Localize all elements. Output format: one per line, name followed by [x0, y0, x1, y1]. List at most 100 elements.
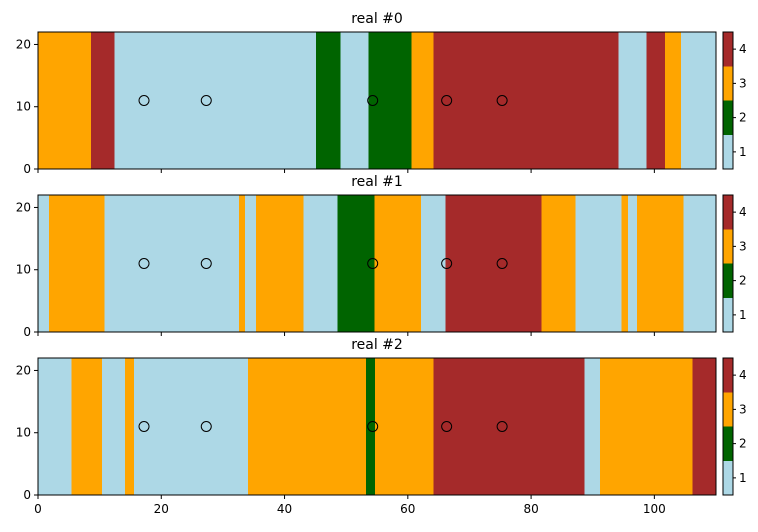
y-tick-label: 0 — [23, 488, 31, 502]
facies-segment — [637, 195, 684, 332]
colorbar-tick-label: 2 — [739, 111, 747, 125]
panel-0: real #0 0 10 20 1 2 3 4 — [16, 11, 747, 176]
x-tick-label: 20 — [154, 502, 169, 516]
colorbar-segment — [723, 32, 733, 67]
colorbar-segment — [723, 229, 733, 264]
colorbar-segment — [723, 358, 733, 393]
facies-segment — [238, 195, 246, 332]
facies-segment — [618, 32, 647, 169]
colorbar-tick-label: 3 — [739, 239, 747, 253]
colorbar-tick-label: 4 — [739, 205, 747, 219]
colorbar-segment — [723, 100, 733, 135]
axes-frame — [37, 194, 717, 333]
facies-segment — [368, 32, 412, 169]
data-point — [200, 258, 212, 269]
colorbar-frame — [722, 357, 734, 496]
facies-segment — [600, 358, 693, 495]
facies-segment — [575, 195, 622, 332]
colorbar-tick-label: 1 — [739, 308, 747, 322]
y-tick-label: 20 — [16, 37, 31, 51]
data-point — [441, 421, 453, 432]
facies-segment — [38, 358, 72, 495]
data-point — [367, 421, 379, 432]
data-point — [441, 258, 453, 269]
facies-segment — [256, 195, 304, 332]
y-tick-label: 10 — [16, 100, 31, 114]
facies-segment — [627, 195, 638, 332]
colorbar-segment — [723, 297, 733, 332]
colorbar-frame — [722, 194, 734, 333]
data-point — [138, 95, 150, 106]
facies-segment — [411, 32, 434, 169]
colorbar-tick-label: 4 — [739, 368, 747, 382]
data-point — [200, 95, 212, 106]
x-tick-label: 0 — [34, 502, 42, 516]
colorbar: 1 2 3 4 — [722, 31, 747, 170]
panel-title: real #1 — [351, 174, 403, 190]
facies-segment — [374, 195, 421, 332]
facies-segment — [49, 195, 105, 332]
colorbar-segment — [723, 134, 733, 169]
y-tick-label: 20 — [16, 363, 31, 377]
colorbar-frame — [722, 31, 734, 170]
data-point — [496, 258, 508, 269]
facies-segment — [104, 195, 239, 332]
colorbar: 1 2 3 4 — [722, 194, 747, 333]
facies-segment — [365, 358, 376, 495]
data-point — [200, 421, 212, 432]
y-tick-label: 0 — [23, 325, 31, 339]
colorbar-segment — [723, 426, 733, 461]
colorbar-tick-label: 2 — [739, 437, 747, 451]
facies-segment — [664, 32, 681, 169]
panel-2: real #2 0 10 20 0 20 40 60 80 100 1 2 3 4 — [16, 337, 747, 516]
data-point — [441, 95, 453, 106]
data-point — [138, 258, 150, 269]
data-point — [367, 95, 379, 106]
colorbar-segment — [723, 195, 733, 230]
y-tick-label: 20 — [16, 200, 31, 214]
facies-segment — [445, 195, 542, 332]
facies-segment — [337, 195, 375, 332]
colorbar-segment — [723, 263, 733, 298]
facies-segment — [38, 32, 92, 169]
panel-1: real #1 0 10 20 1 2 3 4 — [16, 174, 747, 339]
colorbar-segment — [723, 460, 733, 495]
data-point — [367, 258, 379, 269]
facies-segment — [91, 32, 115, 169]
facies-segment — [433, 358, 585, 495]
facies-segment — [541, 195, 576, 332]
y-tick-label: 10 — [16, 263, 31, 277]
colorbar: 1 2 3 4 — [722, 357, 747, 496]
facies-segment — [248, 358, 366, 495]
facies-segment — [340, 32, 369, 169]
x-tick-label: 60 — [400, 502, 415, 516]
axes-frame — [37, 31, 717, 170]
facies-segment — [102, 358, 125, 495]
facies-segment — [134, 358, 249, 495]
facies-segment — [315, 32, 341, 169]
facies-segment — [646, 32, 665, 169]
axes-frame — [37, 357, 717, 496]
panel-title: real #0 — [351, 11, 403, 27]
colorbar-tick-label: 2 — [739, 274, 747, 288]
facies-segment — [584, 358, 601, 495]
facies-segment — [692, 358, 716, 495]
colorbar-tick-label: 4 — [739, 42, 747, 56]
facies-segment — [38, 195, 50, 332]
x-tick-label: 100 — [643, 502, 666, 516]
x-tick-label: 40 — [277, 502, 292, 516]
data-point — [138, 421, 150, 432]
colorbar-tick-label: 3 — [739, 402, 747, 416]
facies-segment — [124, 358, 135, 495]
colorbar-tick-label: 1 — [739, 145, 747, 159]
facies-segment — [303, 195, 338, 332]
colorbar-segment — [723, 392, 733, 427]
facies-segment — [433, 32, 619, 169]
data-point — [496, 95, 508, 106]
facies-segment — [375, 358, 434, 495]
facies-segment — [114, 32, 316, 169]
panel-title: real #2 — [351, 337, 403, 353]
facies-segment — [683, 195, 716, 332]
y-tick-label: 10 — [16, 426, 31, 440]
